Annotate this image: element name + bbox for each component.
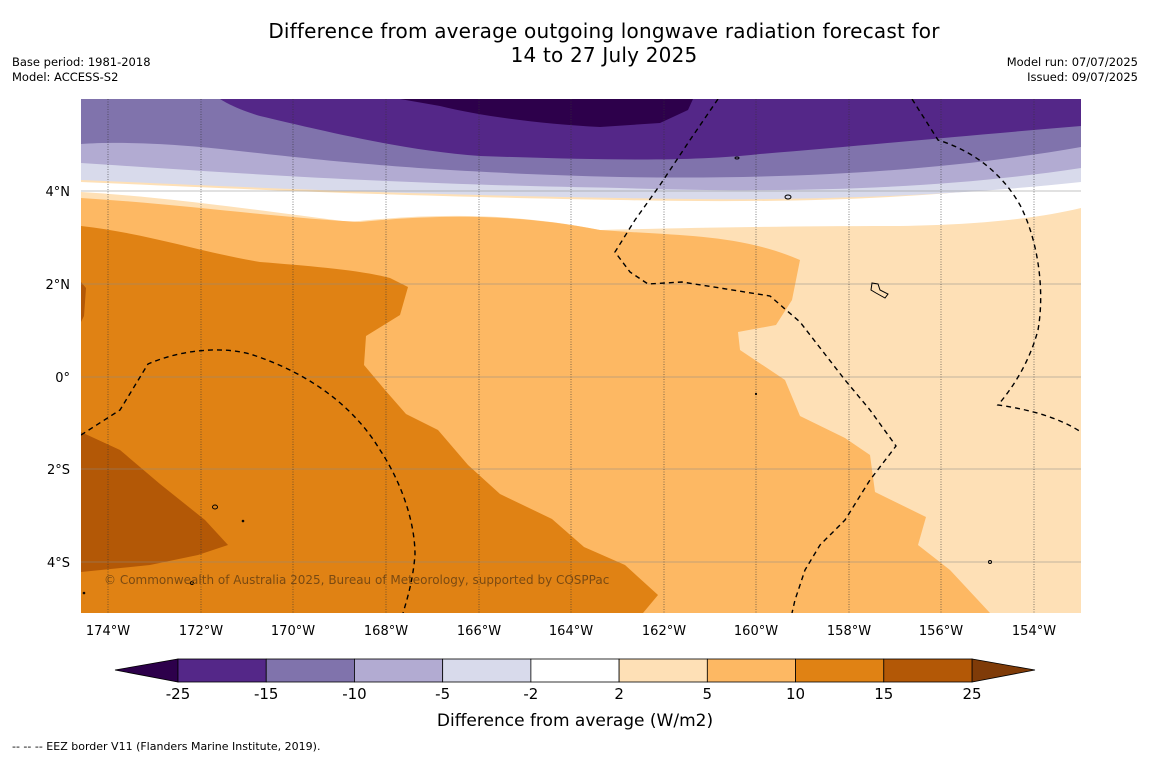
eez-border-west [81,349,416,613]
colorbar-segments [177,658,973,683]
lon-label-164w: 164°W [549,624,593,639]
meta-right: Model run: 07/07/2025 Issued: 09/07/2025 [1007,55,1138,85]
colorbar-label-7: 10 [786,685,805,703]
meta-left: Base period: 1981-2018 Model: ACCESS-S2 [12,55,151,85]
island-west-tiny [241,519,245,523]
colorbar-segment-7 [795,658,885,683]
colorbar-segment-6 [706,658,796,683]
gridlines [81,99,1081,613]
colorbar-segment-4 [530,658,620,683]
colorbar-title: Difference from average (W/m2) [437,711,713,731]
lon-label-160w: 160°W [734,624,778,639]
colorbar-label-6: 5 [703,685,713,703]
islands [82,156,992,595]
lon-label-162w: 162°W [642,624,686,639]
island-small-north [784,194,792,200]
band-minus2-to-2 [81,178,1081,230]
lat-label-4s: 4°S [47,556,70,571]
island-central-tiny [754,392,758,396]
colorbar-segment-8 [883,658,973,683]
island-southeast [988,560,992,564]
colorbar: -25 -15 -10 -5 -2 2 5 10 15 25 Difference from av… [114,658,1036,731]
eez-border-central [614,99,897,613]
band-minus25-to-minus15 [220,99,1081,160]
colorbar-label-3: -5 [435,685,450,703]
lon-label-166w: 166°W [457,624,501,639]
lat-label-2s: 2°S [47,463,70,478]
colorbar-segment-1 [265,658,355,683]
island-southwest [190,581,194,585]
lat-label-0: 0° [55,371,70,386]
colorbar-segment-0 [177,658,267,683]
colorbar-label-4: -2 [523,685,538,703]
map-title-line-1: Difference from average outgoing longwav… [268,19,940,43]
colorbar-label-5: 2 [614,685,624,703]
lat-label-4n: 4°N [46,185,71,200]
colorbar-label-0: -25 [166,685,191,703]
lon-label-174w: 174°W [86,624,130,639]
band-15-to-25-edge [81,282,86,322]
band-below-minus25 [400,99,693,127]
colorbar-segment-2 [354,658,444,683]
colorbar-extend-low [114,658,179,683]
island-west [212,504,218,510]
island-edge [82,591,86,595]
lat-label-2n: 2°N [46,278,71,293]
copyright-text: © Commonwealth of Australia 2025, Bureau… [104,573,609,587]
lon-label-154w: 154°W [1012,624,1056,639]
lon-label-168w: 168°W [364,624,408,639]
band-10-to-15 [81,226,658,613]
issued-text: Issued: 09/07/2025 [1027,70,1138,84]
band-15-to-25 [81,432,228,572]
colorbar-segment-5 [618,658,708,683]
colorbar-label-1: -15 [254,685,279,703]
ol-anomaly-field: © Commonwealth of Australia 2025, Bureau… [81,99,1081,613]
model-run-text: Model run: 07/07/2025 [1006,55,1138,69]
eez-footnote: -- -- -- EEZ border V11 (Flanders Marine… [12,740,321,753]
lat-labels: 4°N 2°N 0° 2°S 4°S [46,185,71,571]
lon-labels: 174°W 172°W 170°W 168°W 166°W 164°W 162°… [86,624,1056,639]
eez-border-east [911,99,1081,433]
base-period-text: Base period: 1981-2018 [12,55,151,69]
map-title-line-2: 14 to 27 July 2025 [510,43,698,67]
island-tiny-north [734,156,740,160]
colorbar-segment-3 [442,658,532,683]
eez-borders [81,99,1081,613]
colorbar-label-9: 25 [962,685,981,703]
island-atoll [870,282,889,299]
model-text: Model: ACCESS-S2 [12,70,119,84]
lon-label-172w: 172°W [179,624,223,639]
lon-label-158w: 158°W [827,624,871,639]
colorbar-labels: -25 -15 -10 -5 -2 2 5 10 15 25 [166,685,982,703]
colorbar-label-2: -10 [342,685,367,703]
colorbar-extend-high [971,658,1036,683]
lon-label-170w: 170°W [271,624,315,639]
lon-label-156w: 156°W [919,624,963,639]
colorbar-label-8: 15 [874,685,893,703]
